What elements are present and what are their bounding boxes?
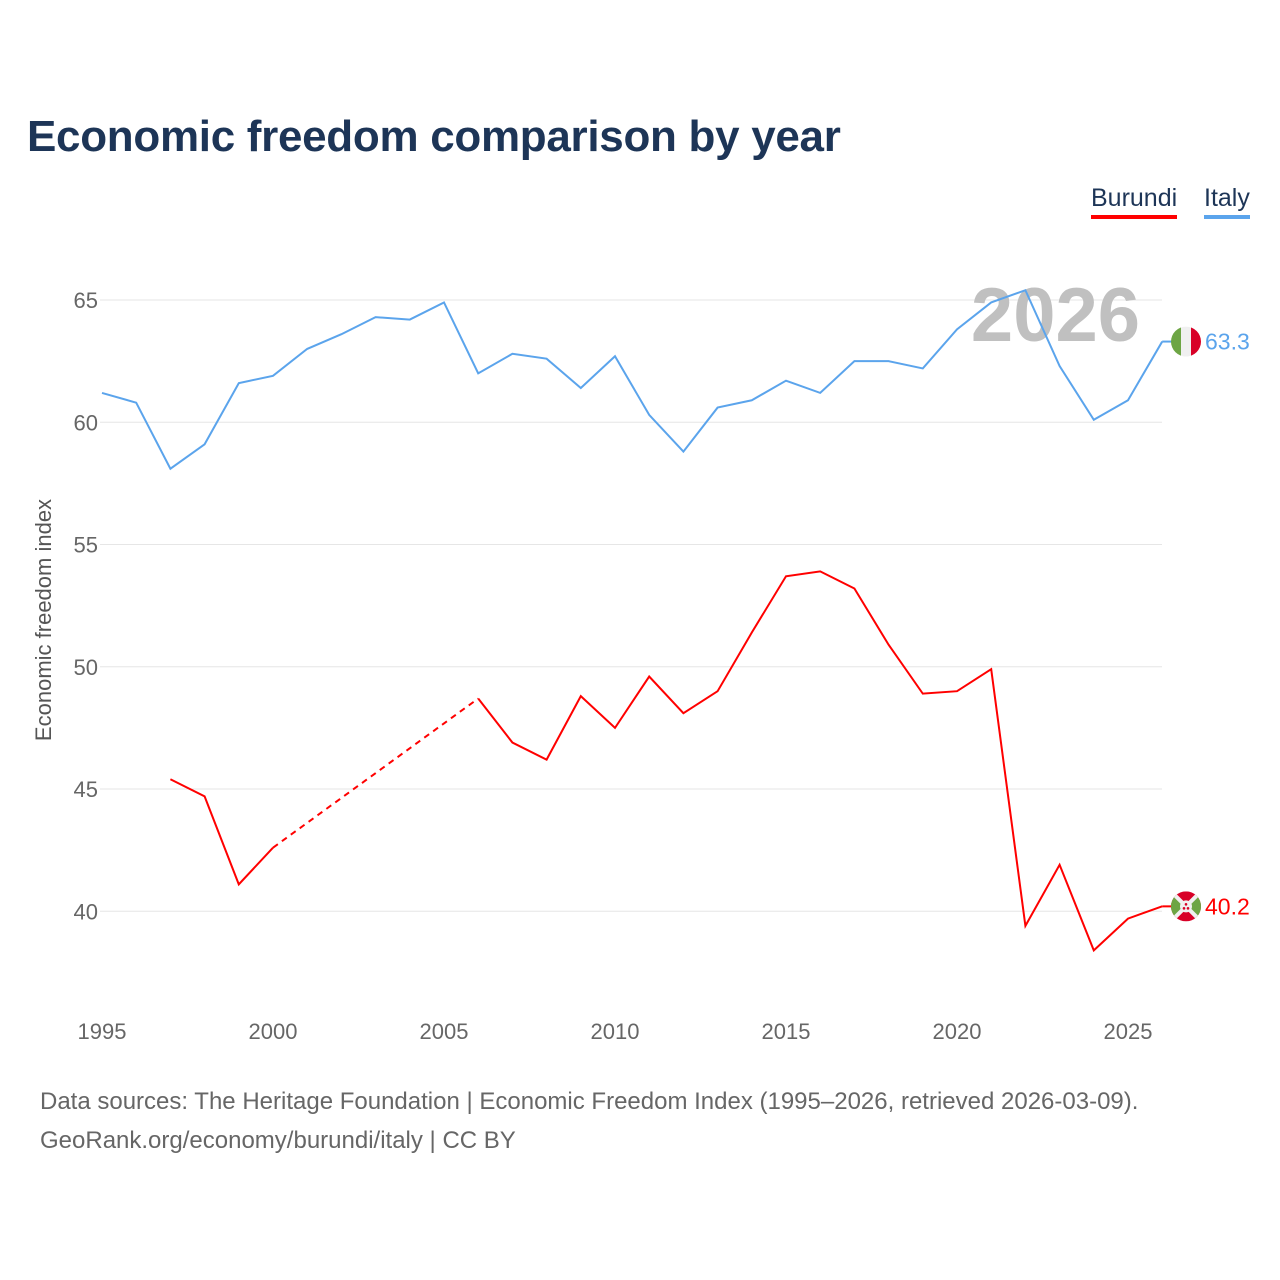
legend-burundi[interactable]: Burundi [1091,184,1178,219]
y-tick-label: 45 [74,777,98,802]
series-line-burundi [477,570,1163,953]
x-tick-label: 2015 [762,1019,811,1044]
y-tick-label: 55 [74,533,98,558]
year-watermark: 2026 [971,273,1140,358]
series-line-italy [101,288,1164,471]
y-tick-label: 60 [74,410,98,435]
x-tick-label: 2025 [1104,1019,1153,1044]
x-tick-label: 2005 [420,1019,469,1044]
chart-title: Economic freedom comparison by year [27,112,841,161]
flag-burundi-icon [1171,891,1201,922]
x-tick-label: 2020 [933,1019,982,1044]
x-tick-label: 1995 [78,1019,127,1044]
source-line-2[interactable]: GeoRank.org/economy/burundi/italy | CC B… [40,1127,516,1154]
x-tick-label: 2000 [249,1019,298,1044]
flag-italy-icon [1171,326,1201,357]
series-gap-burundi [272,697,479,849]
source-line-1: Data sources: The Heritage Foundation | … [40,1088,1139,1115]
y-tick-label: 40 [74,899,98,924]
end-value-label: 40.2 [1205,893,1250,919]
x-tick-label: 2010 [591,1019,640,1044]
y-tick-label: 50 [74,655,98,680]
end-value-label: 63.3 [1205,329,1250,355]
y-tick-label: 65 [74,288,98,313]
series-line-burundi [169,778,274,887]
y-axis-label: Economic freedom index [31,499,56,741]
legend-italy[interactable]: Italy [1204,184,1250,219]
